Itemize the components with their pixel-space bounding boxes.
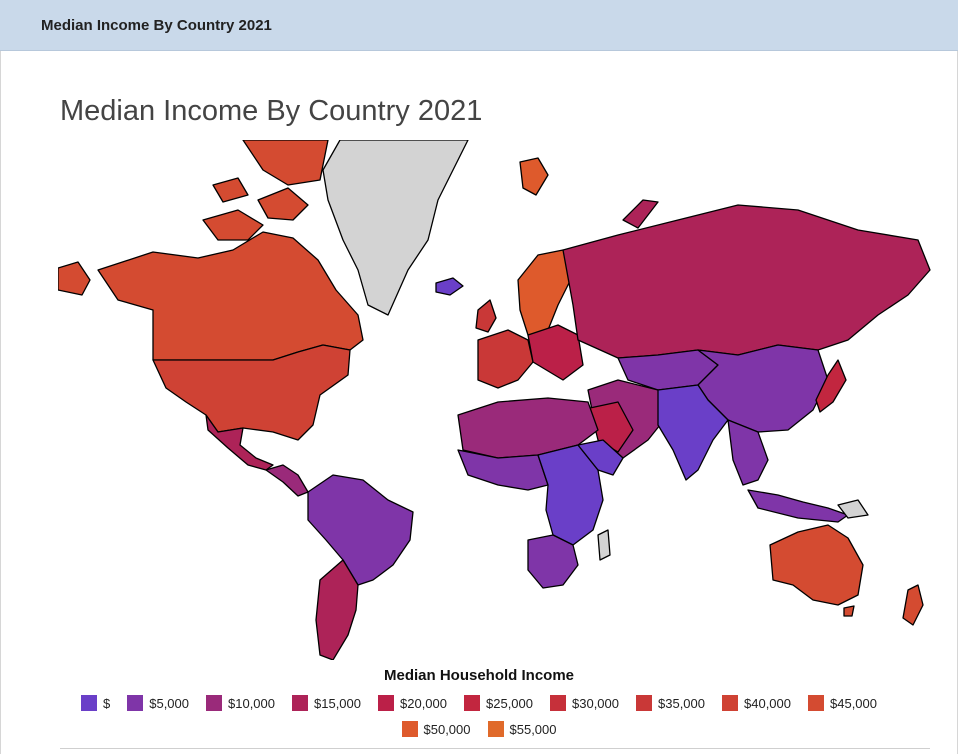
region-mexico (205, 414, 274, 471)
panel-header: Median Income By Country 2021 (0, 0, 958, 51)
region-canada-arctic (202, 140, 329, 241)
region-saudi-arabia (589, 401, 634, 453)
legend-swatch (401, 721, 418, 737)
region-canada (97, 231, 364, 361)
region-iceland (435, 277, 464, 296)
legend-label: $45,000 (830, 695, 877, 711)
legend-swatch (722, 695, 738, 711)
region-india (657, 384, 729, 481)
region-new-zealand (902, 584, 924, 626)
region-japan (815, 359, 847, 413)
region-europe-central (527, 324, 584, 381)
legend-swatch (636, 695, 652, 711)
legend-item: $40,000 (722, 695, 791, 711)
region-novaya-zemlya (622, 199, 659, 229)
region-south-america-north (307, 474, 414, 586)
legend-row: $ $5,000 $10,000 $15,000 $20,000 $25,000 $30,0… (0, 695, 958, 711)
legend-swatch (464, 695, 480, 711)
legend-label: $ (103, 695, 111, 711)
legend-item: $15,000 (292, 695, 361, 711)
region-horn-of-africa (577, 439, 624, 476)
legend-swatch (127, 695, 144, 711)
divider (60, 748, 930, 749)
region-alaska (58, 261, 91, 296)
legend-item: $45,000 (808, 695, 877, 711)
region-australia (769, 524, 864, 606)
legend-item: $30,000 (550, 695, 619, 711)
legend-swatch (378, 695, 394, 711)
region-scandinavia (517, 249, 574, 336)
legend-label: $20,000 (400, 695, 447, 711)
region-south-america-south (315, 559, 359, 660)
region-usa (152, 344, 351, 441)
map-title: Median Income By Country 2021 (60, 95, 483, 127)
region-uk (475, 299, 497, 333)
world-choropleth-map (58, 140, 931, 660)
legend-label: $10,000 (228, 695, 275, 711)
legend-label: $30,000 (572, 695, 619, 711)
legend-label: $50,000 (423, 721, 471, 737)
legend-label: $40,000 (744, 695, 791, 711)
legend-item: $25,000 (464, 695, 533, 711)
legend-item: $55,000 (487, 721, 557, 737)
legend-item: $10,000 (206, 695, 275, 711)
legend-item: $50,000 (401, 721, 471, 737)
legend-label: $35,000 (658, 695, 705, 711)
legend-swatch (206, 695, 222, 711)
legend-label: $15,000 (314, 695, 361, 711)
region-russia (562, 204, 931, 359)
legend-swatch (550, 695, 566, 711)
legend-swatch (808, 695, 824, 711)
legend-row: $50,000 $55,000 (0, 721, 958, 737)
legend-label: $25,000 (486, 695, 533, 711)
region-europe-west (477, 329, 534, 389)
legend-swatch (487, 721, 504, 737)
panel-header-title: Median Income By Country 2021 (41, 17, 272, 34)
legend-swatch (292, 695, 308, 711)
legend-item: $ (81, 695, 110, 711)
region-greenland (322, 140, 469, 316)
region-southern-africa (527, 534, 579, 589)
region-indonesia (747, 489, 849, 523)
legend-swatch (81, 695, 97, 711)
region-svalbard (519, 157, 549, 196)
legend-item: $35,000 (636, 695, 705, 711)
region-madagascar (597, 529, 611, 561)
legend-item: $5,000 (127, 695, 189, 711)
region-west-africa (457, 449, 549, 491)
region-central-america (265, 464, 309, 497)
region-tasmania (843, 605, 855, 617)
region-papua (837, 499, 869, 519)
legend-item: $20,000 (378, 695, 447, 711)
region-southeast-asia (727, 419, 769, 486)
legend-label: $55,000 (509, 721, 557, 737)
legend-label: $5,000 (149, 695, 189, 711)
legend-title: Median Household Income (383, 667, 575, 684)
